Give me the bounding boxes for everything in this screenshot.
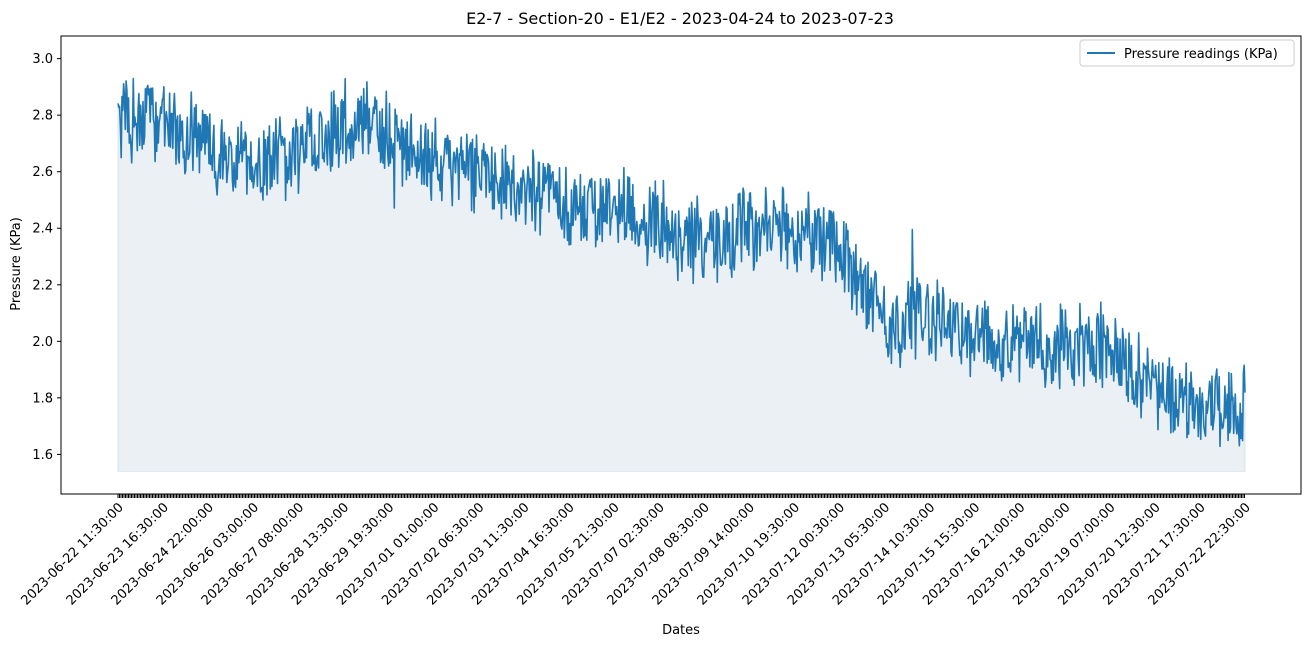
y-tick-label: 1.6: [32, 448, 53, 463]
y-tick-label: 2.0: [32, 335, 53, 350]
x-axis-title: Dates: [662, 623, 700, 638]
x-minor-tick-band: [117, 494, 1245, 498]
pressure-series-line: [117, 77, 1246, 448]
pressure-fill-area: [117, 78, 1246, 472]
y-axis-title: Pressure (KPa): [9, 217, 24, 311]
y-tick-label: 2.8: [32, 109, 53, 124]
legend: Pressure readings (KPa): [1079, 39, 1295, 67]
y-tick-label: 3.0: [32, 52, 53, 67]
y-tick-label: 2.6: [32, 165, 53, 180]
y-tick-label: 2.2: [32, 278, 53, 293]
plot-area: [60, 35, 1302, 495]
y-tick-label: 2.4: [32, 222, 53, 237]
legend-box: [1079, 39, 1295, 67]
legend-label: Pressure readings (KPa): [1124, 47, 1278, 62]
y-axis: 1.6 1.8 2.0 2.2 2.4 2.6 2.8 3.0: [32, 52, 61, 463]
y-tick-label: 1.8: [32, 391, 53, 406]
chart-title: E2-7 - Section-20 - E1/E2 - 2023-04-24 t…: [466, 9, 894, 28]
